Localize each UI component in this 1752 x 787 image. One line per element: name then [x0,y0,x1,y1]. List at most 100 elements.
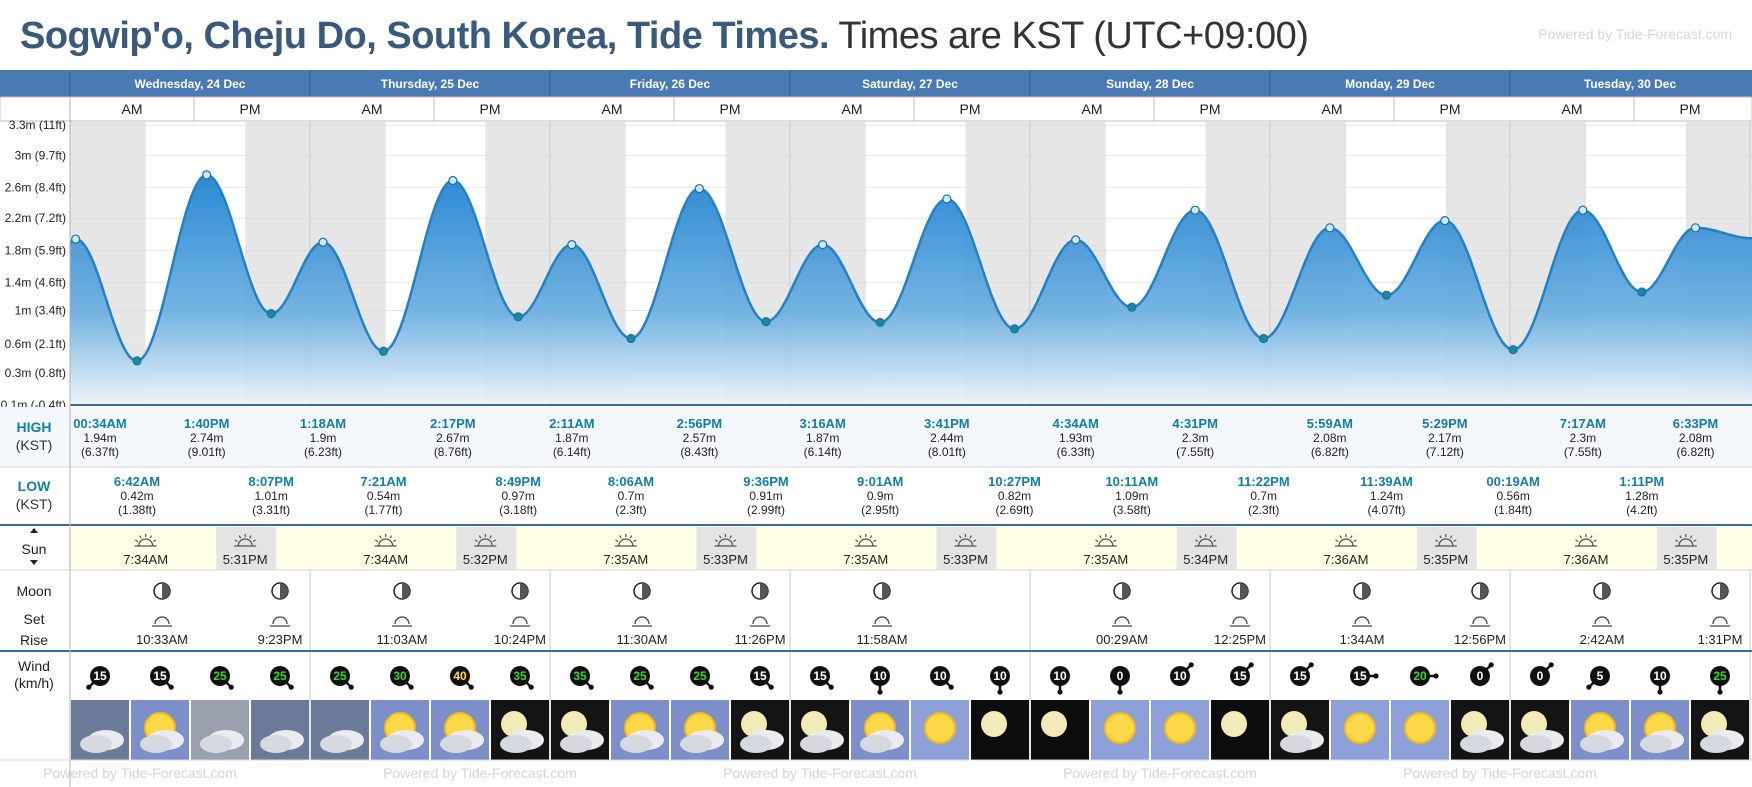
wind-indicator: 30 [390,666,414,690]
wind-speed: 10 [1653,669,1667,683]
pm-label: PM [1440,101,1461,117]
tide-height-m: 2.08m [1313,431,1346,445]
wind-indicator: 15 [150,666,174,690]
weather-row [71,700,1749,760]
tide-time: 11:22PM [1238,474,1290,489]
tide-height-ft: (2.69ft) [995,503,1033,517]
y-tick-label: 3.3m (11ft) [9,118,66,132]
wind-indicator: 15 [1290,662,1314,686]
tide-height-m: 0.82m [998,489,1031,503]
sun-row: Sun 7:34AM 5:31PM 7:34AM 5:32PM 7:35AM 5:33PM 7… [0,527,1752,570]
sunset-cell [1176,527,1237,570]
tide-time: 11:39AM [1360,474,1413,489]
tide-height-ft: (6.37ft) [81,445,119,459]
moonrise-time: 12:56PM [1454,632,1506,647]
sunset-icon [234,534,257,547]
tide-height-m: 1.01m [254,489,287,503]
sunset-icon [1194,534,1217,547]
tide-area [70,174,1752,405]
y-tick-label: 1.4m (4.6ft) [5,275,66,289]
moonrise-icon [632,616,652,627]
tide-height-m: 2.57m [683,431,716,445]
weather-moon-cloud-icon [1451,700,1509,760]
wind-speed: 10 [873,669,887,683]
wind-indicator: 15 [86,666,110,690]
wind-speed: 25 [273,669,287,683]
high-tide-point [818,240,828,250]
sunset-time: 5:33PM [943,552,988,567]
wind-badge [990,666,1010,686]
wind-indicator: 35 [510,666,534,690]
weather-sunny-icon [1391,700,1449,760]
high-tide-point [1071,235,1081,245]
wind-speed: 0 [1117,669,1124,683]
wind-speed: 15 [1233,669,1247,683]
moonset-time: 10:24PM [494,632,546,647]
y-tick-label: 2.2m (7.2ft) [5,211,66,225]
pm-label: PM [240,101,261,117]
tide-height-m: 2.74m [190,431,223,445]
tide-time: 10:11AM [1105,474,1158,489]
footer-watermark-text: Powered by Tide-Forecast.com [1403,765,1597,781]
day-label: Tuesday, 30 Dec [1584,77,1677,91]
weather-partly-cloudy-icon [611,700,669,760]
moonrise-icon [872,616,892,627]
high-tide-point [567,240,577,250]
wind-speed: 5 [1597,669,1604,683]
day-label: Saturday, 27 Dec [862,77,958,91]
wind-speed: 30 [393,669,407,683]
pm-label: PM [480,101,501,117]
weather-moon-cloud-icon [1511,700,1569,760]
tide-time: 1:40PM [184,416,230,431]
moonset-icon [270,616,290,627]
tide-height-ft: (2.3ft) [1248,503,1279,517]
tide-height-m: 2.17m [1428,431,1461,445]
sunrise-time: 7:36AM [1564,552,1609,567]
sunset-time: 5:31PM [223,552,268,567]
low-tide-point [1381,290,1392,300]
wind-speed: 10 [1173,669,1187,683]
moonrise-icon [1470,616,1490,627]
low-tide-point [875,317,885,328]
tide-height-m: 1.24m [1370,489,1403,503]
wind-speed: 0 [1477,669,1484,683]
high-tide-point [1440,216,1450,226]
low-tide-point [1508,345,1518,355]
weather-moon-cloud-icon [551,700,609,760]
sun-row-bg [70,527,1752,570]
sunrise-icon [854,534,877,547]
tide-time: 9:36PM [743,474,789,489]
wind-indicator: 40 [450,666,474,690]
sunset-icon [954,534,977,547]
weather-overcast-icon [191,700,249,760]
y-tick-label: 1.8m (5.9ft) [5,243,66,257]
tide-time: 1:11PM [1619,474,1664,489]
tide-height-m: 0.97m [501,489,534,503]
tide-height-ft: (8.43ft) [680,445,718,459]
weather-cloudy-icon [71,700,129,760]
wind-speed: 25 [333,669,347,683]
y-tick-label: 3m (9.7ft) [15,149,66,163]
am-label: AM [842,101,863,117]
tide-time: 4:31PM [1172,416,1218,431]
wind-indicator: 5 [1586,666,1610,690]
day-header: Wednesday, 24 Dec Thursday, 25 Dec Friday,… [0,70,1752,122]
tide-height-m: 0.7m [618,489,645,503]
moonrise-time: 1:31PM [1698,632,1743,647]
wind-indicator: 25 [1710,666,1730,695]
wind-indicator: 0 [1110,666,1130,695]
wind-indicator: 25 [210,666,234,690]
high-row-subtitle: (KST) [16,437,53,453]
tide-time: 6:42AM [114,474,160,489]
high-tide-point [318,237,328,247]
